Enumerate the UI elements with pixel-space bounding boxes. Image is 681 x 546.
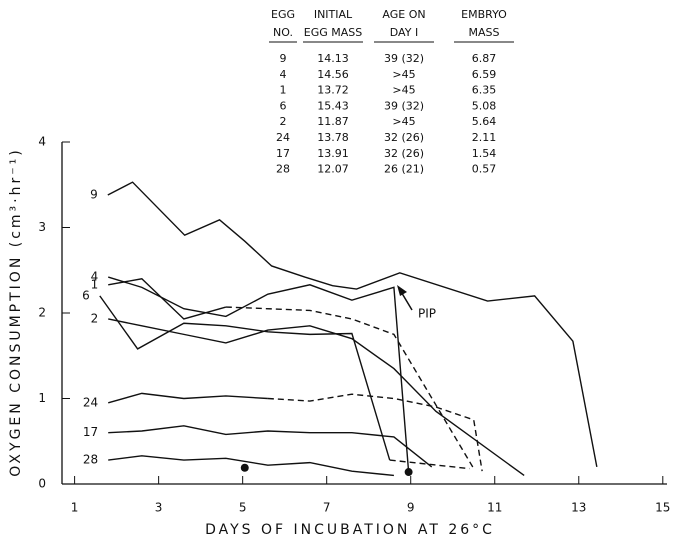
table-header: DAY I bbox=[390, 26, 418, 39]
table-cell: 9 bbox=[280, 52, 287, 65]
x-tick-label: 3 bbox=[155, 501, 163, 515]
table-cell: 15.43 bbox=[317, 99, 349, 112]
table-header: EMBRYO bbox=[461, 8, 507, 21]
marker bbox=[404, 468, 413, 477]
table-cell: 6.59 bbox=[472, 68, 497, 81]
table-cell: 24 bbox=[276, 131, 290, 144]
table-header: EGG MASS bbox=[304, 26, 362, 39]
table-cell: >45 bbox=[392, 84, 415, 97]
series-line bbox=[108, 455, 394, 477]
y-axis-label: OXYGEN CONSUMPTION (cm³·hr⁻¹) bbox=[8, 147, 24, 476]
y-tick-label: 0 bbox=[38, 477, 46, 491]
table-cell: 26 (21) bbox=[384, 163, 424, 176]
table-cell: 6.87 bbox=[472, 52, 497, 65]
table-cell: 17 bbox=[276, 147, 290, 160]
table-cell: 39 (32) bbox=[384, 52, 424, 65]
series-line bbox=[99, 295, 391, 461]
series-line bbox=[108, 276, 410, 473]
series-line bbox=[267, 393, 483, 472]
table-header: AGE ON bbox=[382, 8, 425, 21]
x-tick-label: 13 bbox=[571, 501, 586, 515]
table-cell: 4 bbox=[280, 68, 287, 81]
series-line bbox=[389, 459, 470, 470]
y-tick-label: 3 bbox=[38, 220, 46, 234]
table-cell: 32 (26) bbox=[384, 147, 424, 160]
x-tick-label: 11 bbox=[487, 501, 502, 515]
table-cell: >45 bbox=[392, 68, 415, 81]
table-header: INITIAL bbox=[314, 8, 353, 21]
table-cell: 5.08 bbox=[472, 99, 497, 112]
table-cell: 11.87 bbox=[317, 115, 349, 128]
series-label: 17 bbox=[83, 425, 98, 439]
table-cell: 13.78 bbox=[317, 131, 349, 144]
table-cell: 13.91 bbox=[317, 147, 349, 160]
marker bbox=[240, 463, 249, 472]
y-tick-label: 2 bbox=[38, 306, 46, 320]
pip-label: PIP bbox=[418, 307, 436, 321]
table-cell: 2 bbox=[280, 115, 287, 128]
table-header: NO. bbox=[273, 26, 293, 39]
series-line bbox=[107, 181, 598, 468]
table-cell: 13.72 bbox=[317, 84, 349, 97]
series-line bbox=[225, 306, 475, 469]
table-cell: 2.11 bbox=[472, 131, 497, 144]
x-tick-label: 7 bbox=[323, 501, 331, 515]
x-tick-label: 9 bbox=[407, 501, 415, 515]
table-cell: 32 (26) bbox=[384, 131, 424, 144]
y-tick-label: 1 bbox=[38, 391, 46, 405]
table-cell: 5.64 bbox=[472, 115, 497, 128]
x-tick-label: 1 bbox=[71, 501, 79, 515]
table-cell: 14.13 bbox=[317, 52, 349, 65]
table-header: MASS bbox=[469, 26, 500, 39]
series-label: 1 bbox=[91, 277, 99, 291]
series-line bbox=[108, 318, 525, 477]
series-line bbox=[108, 392, 268, 404]
table-cell: >45 bbox=[392, 115, 415, 128]
series-line bbox=[108, 278, 227, 320]
table-cell: 12.07 bbox=[317, 163, 349, 176]
table-cell: 28 bbox=[276, 163, 290, 176]
x-tick-label: 5 bbox=[239, 501, 247, 515]
series-label: 2 bbox=[91, 311, 99, 325]
table-cell: 39 (32) bbox=[384, 99, 424, 112]
series-line bbox=[108, 425, 433, 468]
series-label: 6 bbox=[82, 288, 90, 302]
series-label: 4 bbox=[91, 270, 99, 284]
x-tick-label: 15 bbox=[655, 501, 670, 515]
pip-arrowhead bbox=[397, 285, 407, 296]
table-header: EGG bbox=[271, 8, 295, 21]
table-cell: 6.35 bbox=[472, 84, 497, 97]
series-label: 28 bbox=[83, 453, 98, 467]
table-cell: 1.54 bbox=[472, 147, 497, 160]
table-cell: 0.57 bbox=[472, 163, 497, 176]
series-label: 9 bbox=[90, 188, 98, 202]
table-cell: 14.56 bbox=[317, 68, 349, 81]
x-axis-label: DAYS OF INCUBATION AT 26°C bbox=[205, 522, 495, 538]
table-cell: 6 bbox=[280, 99, 287, 112]
y-tick-label: 4 bbox=[38, 135, 46, 149]
series-label: 24 bbox=[83, 395, 98, 409]
table-cell: 1 bbox=[280, 84, 287, 97]
